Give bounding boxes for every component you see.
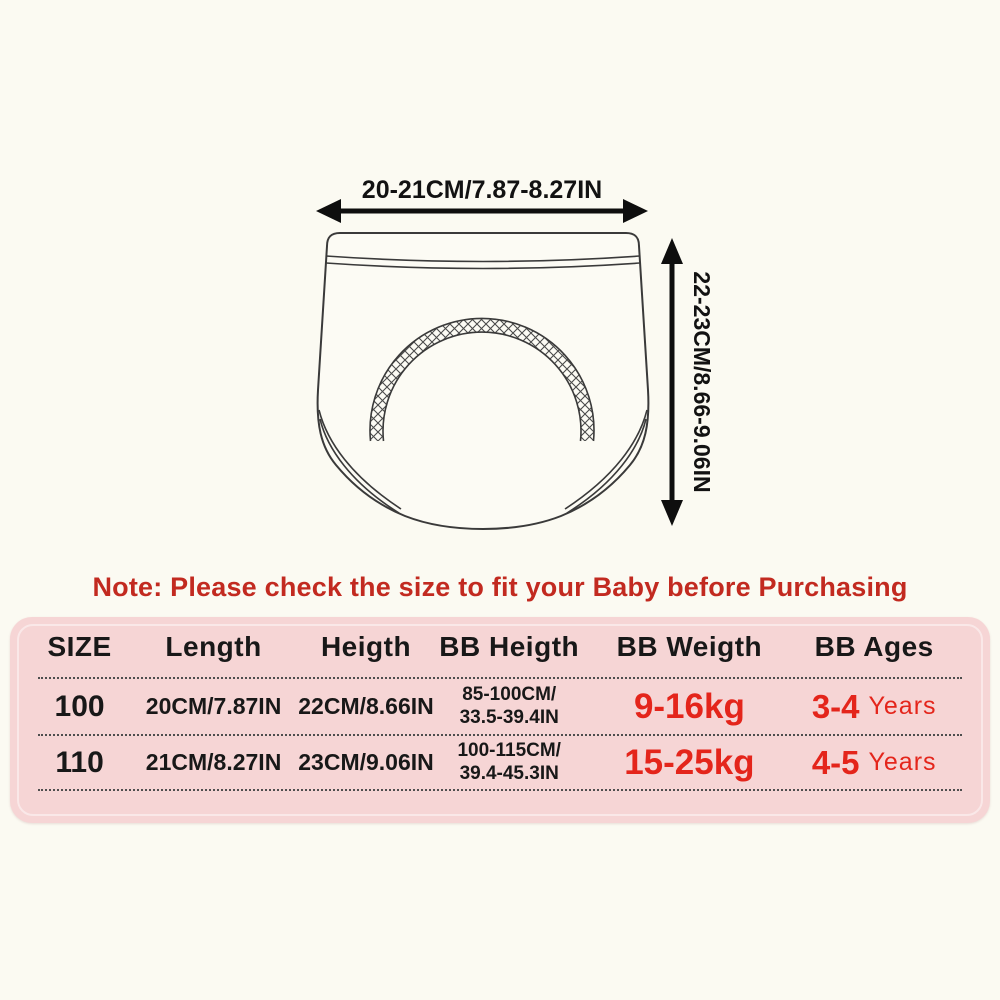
header-heigth: Heigth (320, 631, 412, 662)
cell-length: 21CM/8.27IN (145, 749, 282, 775)
pants-outline (316, 232, 650, 531)
header-bb-ages: BB Ages (814, 631, 934, 662)
cell-heigth: 23CM/9.06IN (298, 749, 434, 775)
header-size: SIZE (47, 631, 112, 662)
width-arrow (316, 199, 648, 223)
header-bb-weigth: BB Weigth (616, 631, 763, 662)
bb-ages-range: 3-4 (811, 687, 860, 725)
header-length: Length (165, 631, 262, 662)
size-table-grid: SIZE Length Heigth BB Heigth BB Weigth B… (38, 617, 962, 791)
size-table-header-row: SIZE Length Heigth BB Heigth BB Weigth B… (38, 617, 962, 679)
height-dimension-label: 22-23CM/8.66-9.06IN (689, 271, 715, 492)
width-dimension-label: 20-21CM/7.87-8.27IN (362, 176, 602, 204)
cell-bb-weigth: 9-16kg (633, 686, 745, 726)
right-leg-trim (564, 409, 648, 514)
mesh-band-outer-edge (369, 317, 595, 442)
cell-length: 20CM/7.87IN (145, 693, 282, 719)
bb-heigth-cm: 100-115CM/ (457, 739, 561, 761)
cell-bb-ages: 4-5 Years (786, 744, 962, 782)
height-arrow (661, 238, 683, 526)
cell-bb-heigth: 85-100CM/ 33.5-39.4IN (426, 684, 592, 730)
header-bb-heigth: BB Heigth (439, 631, 580, 662)
cell-bb-heigth: 100-115CM/ 39.4-45.3IN (426, 740, 592, 786)
size-table: SIZE Length Heigth BB Heigth BB Weigth B… (10, 617, 990, 823)
cell-size: 110 (55, 745, 104, 779)
bb-heigth-in: 39.4-45.3IN (459, 762, 559, 784)
bb-ages-unit: Years (868, 748, 937, 776)
bb-ages-unit: Years (868, 692, 937, 720)
cell-size: 100 (54, 689, 105, 723)
table-row-size-110: 110 21CM/8.27IN 23CM/9.06IN 100-115CM/ 3… (38, 736, 962, 791)
cell-bb-weigth: 15-25kg (624, 742, 755, 782)
left-leg-trim (318, 409, 402, 514)
bb-heigth-in: 33.5-39.4IN (459, 706, 559, 728)
bb-heigth-cm: 85-100CM/ (462, 683, 557, 705)
bb-ages-range: 4-5 (811, 743, 860, 781)
mesh-band-inner-edge (382, 331, 582, 442)
waistband-stitch-lines (325, 255, 641, 270)
size-note: Note: Please check the size to fit your … (92, 572, 908, 602)
cell-bb-ages: 3-4 Years (786, 688, 962, 726)
cell-heigth: 22CM/8.66IN (298, 693, 434, 719)
table-row-size-100: 100 20CM/7.87IN 22CM/8.66IN 85-100CM/ 33… (38, 679, 962, 736)
